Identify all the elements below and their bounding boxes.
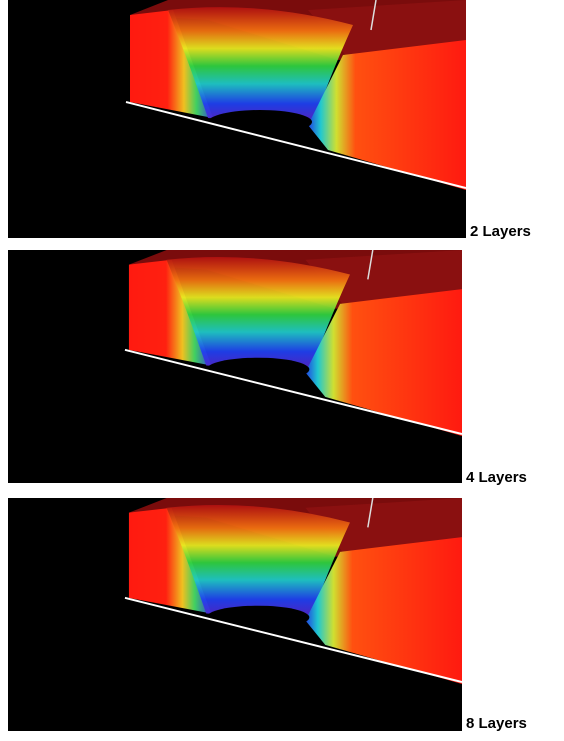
render-image	[8, 250, 462, 483]
panel-label: 4 Layers	[466, 469, 527, 486]
panel-label: 8 Layers	[466, 715, 527, 732]
panel-label: 2 Layers	[470, 223, 531, 240]
page: {"panels": [{"label": "2 Layers"}, {"lab…	[0, 0, 564, 736]
render-image	[8, 0, 466, 238]
figure: 2 Layers 4 Layers 8 Layers	[0, 0, 564, 736]
render-image	[8, 498, 462, 731]
